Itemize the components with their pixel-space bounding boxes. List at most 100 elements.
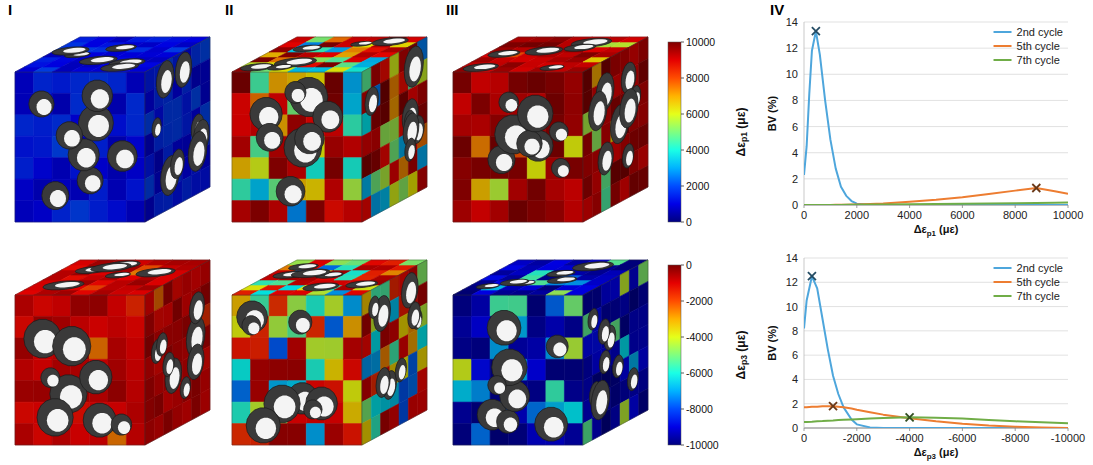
foam-pore-depth [383, 39, 405, 44]
foam-patch [527, 381, 546, 402]
foam-patch [34, 295, 53, 316]
foam-patch [15, 136, 34, 157]
foam-patch [325, 201, 344, 222]
y-tick-label: 10 [786, 301, 798, 313]
peak-marker [829, 402, 837, 410]
grid-line [804, 355, 1068, 356]
foam-pore [546, 335, 568, 358]
foam-patch [71, 201, 90, 222]
y-axis-line [804, 258, 805, 428]
foam-pore-depth [626, 71, 635, 90]
foam-pore [463, 64, 499, 72]
grid-line [804, 178, 1068, 179]
text-part: (με) [936, 446, 959, 458]
foam-patch [251, 359, 270, 380]
foam-patch [15, 201, 34, 222]
foam-patch [343, 72, 362, 93]
foam-pore-depth [474, 64, 495, 69]
foam-patch [472, 179, 491, 201]
x-tick-label: 6000 [950, 209, 974, 221]
colorbar-tick [681, 150, 684, 151]
foam-pore [376, 368, 390, 398]
foam-pore-depth [556, 271, 573, 275]
panel-label: III [446, 1, 459, 18]
text-part: Δε [914, 223, 928, 235]
foam-pore [552, 159, 570, 178]
foam-patch [453, 316, 472, 338]
colorbar-tick-label: 6000 [686, 108, 710, 120]
foam-pore-depth [161, 70, 172, 93]
foam-patch [306, 179, 325, 201]
foam-pore-depth [91, 89, 109, 108]
foam-pore-depth [409, 56, 421, 81]
colorbar-tick-label: 8000 [686, 72, 710, 84]
foam-pore [276, 177, 305, 206]
foam-patch [108, 201, 127, 222]
foam-pore [623, 144, 634, 168]
foam-pore [188, 131, 207, 171]
foam-pore [41, 368, 60, 388]
colorbar-label: Δεp1 (με) [734, 108, 749, 157]
foam-pore [395, 358, 406, 382]
x-tick-label: -2000 [843, 432, 871, 444]
foam-pore-depth [596, 390, 607, 414]
foam-patch [343, 316, 362, 338]
foam-patch [564, 295, 583, 316]
foam-patch [472, 201, 491, 222]
foam-patch [126, 338, 145, 359]
foam-patch [527, 338, 546, 359]
colorbar-tick-label: -10000 [686, 439, 719, 451]
foam-pore-depth [508, 390, 526, 409]
text-part: Δε [914, 446, 928, 458]
y-tick-label: 2 [792, 398, 798, 410]
foam-pore-depth [557, 277, 575, 281]
grid-line [804, 258, 1068, 259]
colorbar-tick [681, 373, 684, 374]
foam-patch [343, 201, 362, 222]
foam-patch [546, 381, 565, 402]
foam-render [453, 260, 648, 445]
foam-face-edge [362, 37, 427, 222]
foam-patch [269, 158, 288, 179]
grid-line [804, 74, 1068, 75]
foam-pore-depth [276, 65, 291, 68]
foam-patch [306, 424, 325, 445]
foam-patch [325, 295, 344, 316]
foam-patch [472, 72, 491, 93]
foam-face-edge [232, 295, 362, 445]
foam-patch [472, 359, 491, 380]
grid-line [804, 330, 1068, 331]
foam-pore-depth [116, 150, 134, 169]
foam-patch [472, 93, 491, 115]
text-part: Δε [734, 365, 748, 380]
colorbar-tick-label: 2000 [686, 180, 710, 192]
foam-patch [288, 424, 307, 445]
foam-patch [472, 136, 491, 157]
foam-pore [405, 138, 416, 161]
foam-pore [101, 63, 139, 71]
grid-line [804, 22, 1068, 23]
foam-pore [351, 42, 373, 47]
foam-patch [564, 316, 583, 338]
foam-pore [598, 142, 613, 175]
legend-label: 7th cycle [1017, 54, 1060, 66]
foam-pore-depth [485, 284, 499, 287]
foam-patch [343, 93, 362, 115]
foam-patch [527, 359, 546, 380]
foam-pore-depth [626, 151, 633, 166]
foam-patch [453, 295, 472, 316]
foam-pore [171, 149, 185, 179]
foam-patch [15, 72, 34, 93]
foam-pore [175, 52, 192, 87]
foam-pore-depth [192, 353, 202, 375]
foam-render [232, 37, 427, 222]
foam-pore-depth [549, 65, 564, 68]
legend: 2nd cycle5th cycle7th cycle [994, 262, 1063, 302]
foam-patch [546, 359, 565, 380]
foam-pore [497, 410, 519, 433]
foam-patch [546, 72, 565, 93]
legend: 2nd cycle5th cycle7th cycle [994, 26, 1063, 66]
foam-patch [453, 201, 472, 222]
legend-swatch [994, 267, 1012, 269]
foam-patch [89, 316, 108, 338]
